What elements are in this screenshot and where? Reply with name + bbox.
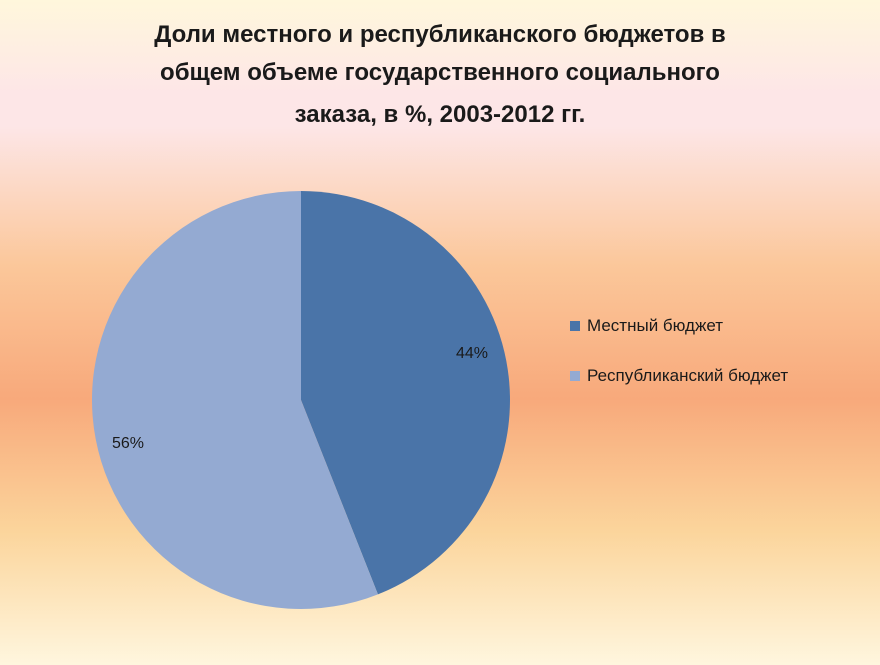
legend-swatch-republican [570,371,580,381]
legend-label-republican: Республиканский бюджет [587,366,789,385]
chart-title-line-3: заказа, в %, 2003-2012 гг. [294,101,586,128]
data-label-local: 44% [456,345,488,362]
legend-item-republican: Республиканский бюджет [570,364,788,388]
legend-swatch-local [570,321,580,331]
pie-slice-republican [91,191,378,609]
legend-label-local: Местный бюджет [587,316,723,335]
pie-slice-local [301,191,510,595]
legend: Местный бюджет Республиканский бюджет [570,314,788,414]
data-label-republican: 56% [112,435,144,452]
chart-title-line-2: общем объеме государственного социальног… [160,59,720,86]
legend-item-local: Местный бюджет [570,314,788,338]
chart-title-line-1: Доли местного и республиканского бюджето… [154,21,726,48]
chart-title: Доли местного и республиканского бюджето… [0,16,880,134]
